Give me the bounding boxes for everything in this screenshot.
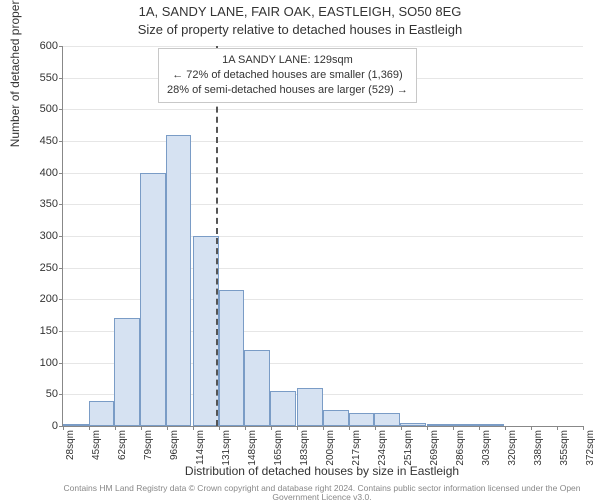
xtick-label: 96sqm	[169, 430, 180, 470]
xtick-mark	[375, 426, 376, 430]
histogram-bar	[166, 135, 192, 426]
xtick-mark	[89, 426, 90, 430]
xtick-label: 303sqm	[481, 430, 492, 470]
x-axis-label: Distribution of detached houses by size …	[62, 464, 582, 478]
title-line-1: 1A, SANDY LANE, FAIR OAK, EASTLEIGH, SO5…	[0, 4, 600, 19]
legend-box: 1A SANDY LANE: 129sqm ← 72% of detached …	[158, 48, 417, 103]
grid-line	[63, 109, 583, 110]
ytick-mark	[59, 268, 63, 269]
ytick-mark	[59, 299, 63, 300]
histogram-bar	[479, 424, 505, 426]
ytick-label: 50	[22, 388, 58, 400]
histogram-bar	[114, 318, 140, 426]
histogram-bar	[89, 401, 115, 426]
histogram-bar	[270, 391, 296, 426]
xtick-mark	[505, 426, 506, 430]
ytick-mark	[59, 78, 63, 79]
xtick-label: 320sqm	[507, 430, 518, 470]
xtick-mark	[323, 426, 324, 430]
ytick-mark	[59, 46, 63, 47]
xtick-label: 165sqm	[273, 430, 284, 470]
ytick-label: 200	[22, 293, 58, 305]
histogram-bar	[374, 413, 400, 426]
xtick-label: 355sqm	[559, 430, 570, 470]
xtick-mark	[583, 426, 584, 430]
xtick-mark	[141, 426, 142, 430]
xtick-label: 183sqm	[299, 430, 310, 470]
xtick-label: 251sqm	[403, 430, 414, 470]
xtick-mark	[479, 426, 480, 430]
histogram-bar	[219, 290, 245, 426]
xtick-mark	[63, 426, 64, 430]
xtick-mark	[115, 426, 116, 430]
ytick-mark	[59, 109, 63, 110]
grid-line	[63, 46, 583, 47]
ytick-mark	[59, 394, 63, 395]
ytick-label: 600	[22, 40, 58, 52]
histogram-bar	[297, 388, 323, 426]
xtick-label: 45sqm	[91, 430, 102, 470]
histogram-bar	[63, 424, 89, 426]
ytick-label: 0	[22, 420, 58, 432]
xtick-mark	[193, 426, 194, 430]
xtick-label: 131sqm	[221, 430, 232, 470]
xtick-label: 28sqm	[65, 430, 76, 470]
xtick-mark	[167, 426, 168, 430]
histogram-bar	[244, 350, 270, 426]
xtick-label: 62sqm	[117, 430, 128, 470]
plot-area	[62, 46, 583, 427]
xtick-mark	[219, 426, 220, 430]
ytick-label: 550	[22, 72, 58, 84]
xtick-label: 286sqm	[455, 430, 466, 470]
ytick-mark	[59, 363, 63, 364]
xtick-mark	[271, 426, 272, 430]
ytick-label: 150	[22, 325, 58, 337]
xtick-label: 114sqm	[195, 430, 206, 470]
histogram-bar	[400, 423, 426, 426]
chart-container: 1A, SANDY LANE, FAIR OAK, EASTLEIGH, SO5…	[0, 0, 600, 500]
ytick-label: 350	[22, 198, 58, 210]
histogram-bar	[453, 424, 479, 426]
xtick-mark	[453, 426, 454, 430]
legend-line-3: 28% of semi-detached houses are larger (…	[167, 83, 408, 98]
xtick-label: 234sqm	[377, 430, 388, 470]
xtick-label: 148sqm	[247, 430, 258, 470]
ytick-mark	[59, 331, 63, 332]
xtick-label: 79sqm	[143, 430, 154, 470]
xtick-mark	[427, 426, 428, 430]
xtick-mark	[531, 426, 532, 430]
xtick-label: 200sqm	[325, 430, 336, 470]
xtick-mark	[297, 426, 298, 430]
title-line-2: Size of property relative to detached ho…	[0, 22, 600, 37]
ytick-label: 450	[22, 135, 58, 147]
legend-line-2: ← 72% of detached houses are smaller (1,…	[167, 68, 408, 83]
y-axis-label: Number of detached properties	[8, 0, 22, 147]
ytick-mark	[59, 236, 63, 237]
xtick-label: 269sqm	[429, 430, 440, 470]
ytick-label: 100	[22, 357, 58, 369]
ytick-label: 250	[22, 262, 58, 274]
legend-line-1: 1A SANDY LANE: 129sqm	[167, 53, 408, 68]
ytick-label: 400	[22, 167, 58, 179]
histogram-bar	[140, 173, 166, 426]
xtick-label: 372sqm	[585, 430, 596, 470]
ytick-label: 300	[22, 230, 58, 242]
xtick-label: 338sqm	[533, 430, 544, 470]
xtick-mark	[245, 426, 246, 430]
ytick-label: 500	[22, 103, 58, 115]
xtick-mark	[349, 426, 350, 430]
histogram-bar	[323, 410, 349, 426]
xtick-mark	[401, 426, 402, 430]
ytick-mark	[59, 173, 63, 174]
ytick-mark	[59, 204, 63, 205]
reference-line	[216, 46, 218, 426]
histogram-bar	[349, 413, 375, 426]
grid-line	[63, 141, 583, 142]
histogram-bar	[427, 424, 453, 426]
ytick-mark	[59, 141, 63, 142]
xtick-mark	[557, 426, 558, 430]
xtick-label: 217sqm	[351, 430, 362, 470]
